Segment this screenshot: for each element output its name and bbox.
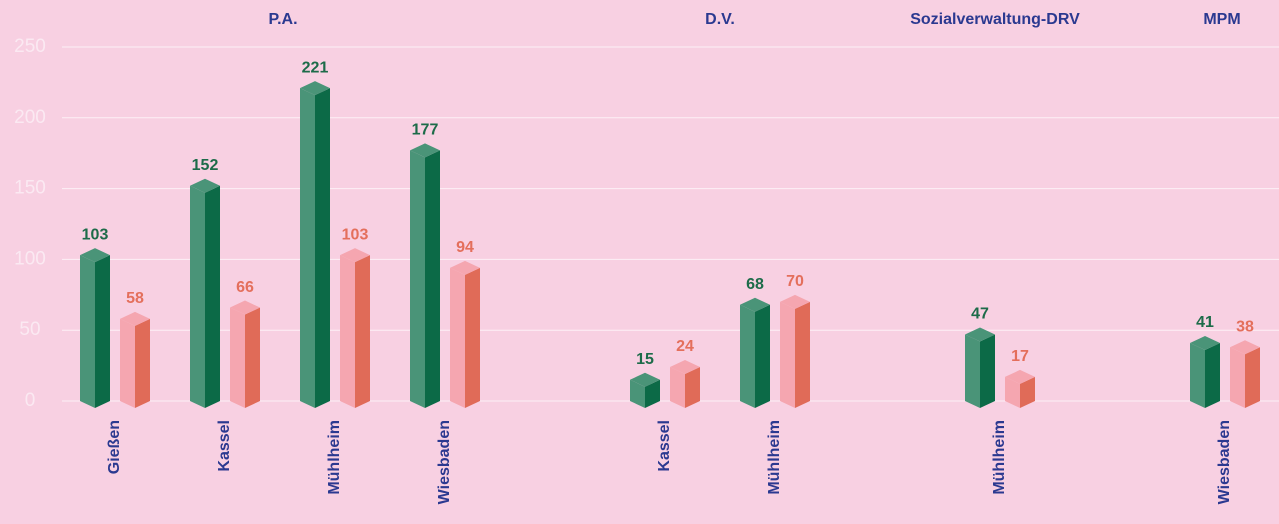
y-tick-label: 200 — [14, 107, 46, 128]
value-label: 66 — [236, 279, 254, 296]
bar-face — [300, 81, 330, 96]
bar-face — [190, 178, 220, 193]
bar — [340, 248, 370, 408]
group-label: D.V. — [705, 11, 735, 28]
bar — [120, 311, 150, 408]
y-tick-label: 50 — [19, 319, 40, 340]
bar-face — [340, 248, 370, 263]
bar — [1190, 335, 1220, 408]
group-label: MPM — [1203, 11, 1240, 28]
bar-face — [80, 248, 110, 263]
x-tick-label: Mühlheim — [326, 420, 343, 495]
bar-face — [630, 372, 660, 387]
bar-face — [1190, 335, 1220, 350]
value-label: 103 — [82, 226, 109, 243]
bar-face — [1245, 347, 1260, 408]
bar-face — [1230, 347, 1245, 408]
bar-face — [1205, 342, 1220, 408]
bar — [1005, 369, 1035, 408]
bar-face — [120, 318, 135, 408]
bar-face — [135, 318, 150, 408]
x-tick-label: Gießen — [106, 420, 123, 474]
bar-face — [190, 185, 205, 408]
bar — [230, 300, 260, 408]
x-tick-label: Kassel — [216, 420, 233, 472]
bar-face — [630, 379, 645, 408]
bar-face — [340, 255, 355, 408]
bar-face — [1005, 376, 1020, 408]
x-tick-label: Kassel — [656, 420, 673, 472]
bar-face — [980, 334, 995, 408]
y-tick-label: 150 — [14, 178, 46, 199]
bar-face — [410, 143, 440, 158]
group-label: P.A. — [268, 11, 297, 28]
bar — [300, 81, 330, 409]
y-tick-label: 100 — [14, 248, 46, 269]
value-label: 70 — [786, 273, 804, 290]
value-label: 177 — [412, 122, 439, 139]
bar-face — [740, 304, 755, 408]
bar — [965, 327, 995, 408]
value-label: 152 — [192, 157, 219, 174]
value-label: 58 — [126, 290, 144, 307]
value-label: 221 — [302, 59, 329, 76]
y-tick-label: 0 — [25, 390, 36, 411]
bar-face — [95, 255, 110, 408]
bar-face — [410, 150, 425, 409]
bar — [190, 178, 220, 408]
bar-face — [795, 301, 810, 408]
value-label: 68 — [746, 276, 764, 293]
bar — [1230, 340, 1260, 408]
bar — [450, 260, 480, 408]
bar-face — [965, 334, 980, 408]
bar — [410, 143, 440, 409]
group-label: Sozialverwaltung-DRV — [910, 11, 1080, 28]
x-tick-label: Wiesbaden — [436, 420, 453, 504]
bar-face — [670, 367, 685, 408]
value-label: 94 — [456, 239, 474, 256]
value-label: 38 — [1236, 318, 1254, 335]
x-tick-label: Wiesbaden — [1216, 420, 1233, 504]
bar-face — [230, 307, 245, 408]
value-label: 47 — [971, 306, 989, 323]
bar — [670, 360, 700, 408]
bar — [80, 248, 110, 408]
bar-face — [1230, 340, 1260, 355]
bar-face — [245, 307, 260, 408]
x-tick-label: Mühlheim — [991, 420, 1008, 495]
x-tick-label: Mühlheim — [766, 420, 783, 495]
bar — [740, 297, 770, 408]
bar-face — [685, 367, 700, 408]
bar-face — [1005, 369, 1035, 384]
bar-face — [425, 150, 440, 409]
bar-face — [230, 300, 260, 315]
value-label: 24 — [676, 338, 694, 355]
value-label: 41 — [1196, 314, 1214, 331]
value-label: 17 — [1011, 348, 1029, 365]
bar-face — [80, 255, 95, 408]
bar-face — [780, 301, 795, 408]
bar-face — [465, 267, 480, 408]
bar-face — [450, 267, 465, 408]
bar-face — [780, 294, 810, 309]
bar-face — [315, 88, 330, 409]
bar-face — [740, 297, 770, 312]
bar-face — [120, 311, 150, 326]
bar-face — [300, 88, 315, 409]
bar-face — [965, 327, 995, 342]
y-tick-label: 250 — [14, 36, 46, 57]
bar-face — [670, 360, 700, 375]
bar-face — [1190, 342, 1205, 408]
value-label: 15 — [636, 351, 654, 368]
bar-face — [355, 255, 370, 408]
bar-face — [450, 260, 480, 275]
bar-face — [645, 379, 660, 408]
bar-face — [1020, 376, 1035, 408]
bar — [780, 294, 810, 408]
value-label: 103 — [342, 226, 369, 243]
bar-face — [205, 185, 220, 408]
bar-face — [755, 304, 770, 408]
bar — [630, 372, 660, 408]
